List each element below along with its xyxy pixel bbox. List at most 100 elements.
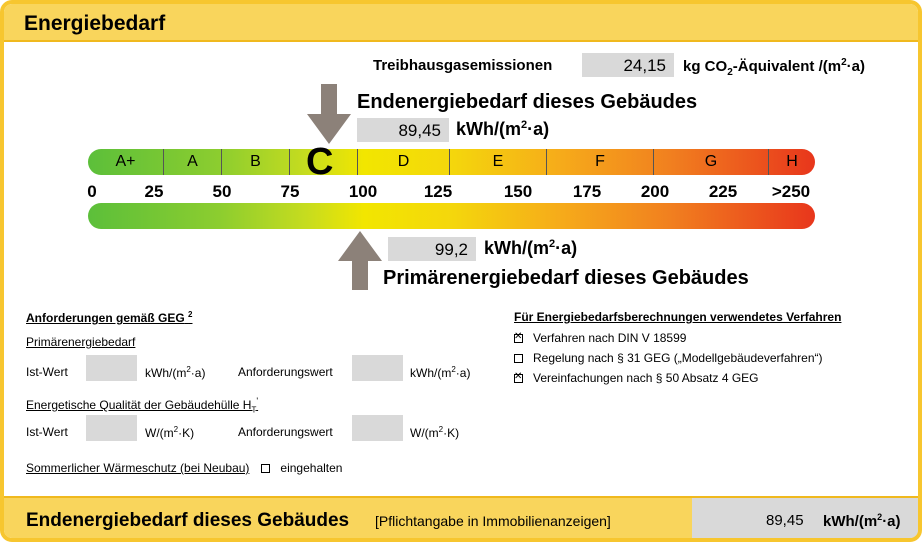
ghg-unit-end: ·a) [846, 58, 865, 75]
method-checkbox-modell[interactable] [514, 354, 523, 363]
footer-unit-end: ·a) [882, 513, 901, 530]
primary-energy-heading: Primärenergiebedarf dieses Gebäudes [383, 267, 749, 289]
footer-note: [Pflichtangabe in Immobilienanzeigen] [375, 513, 611, 529]
ghg-unit-sup: 2 [841, 57, 847, 68]
primary-energy-arrow-icon [338, 231, 382, 290]
footer-value: 89,45 [766, 512, 804, 529]
requirements-title: Anforderungen gemäß GEG 2 [26, 310, 192, 325]
summer-protection-row: Sommerlicher Wärmeschutz (bei Neubau) ein… [26, 461, 342, 475]
footer-unit-main: kWh/(m [823, 513, 878, 530]
envelope-label-text: Energetische Qualität der Gebäudehülle H [26, 398, 252, 412]
method-item: Regelung nach § 31 GEG („Modellgebäudeve… [514, 351, 823, 365]
envelope-anf-label: Anforderungswert [238, 425, 333, 439]
efficiency-class-bar: A+ A B D E F G H [88, 149, 815, 175]
summer-protection-checkbox[interactable] [261, 464, 271, 473]
primary-energy-value: 99,2 [434, 240, 468, 259]
primary-ist-field[interactable] [86, 355, 137, 381]
method-item-label: Regelung nach § 31 GEG („Modellgebäudeve… [533, 351, 823, 365]
primary-energy-unit-end: ·a) [555, 238, 578, 258]
tick-label: 125 [423, 182, 453, 201]
summer-protection-label: Sommerlicher Wärmeschutz (bei Neubau) [26, 461, 250, 475]
method-item-label: Verfahren nach DIN V 18599 [533, 331, 687, 345]
method-item: Verfahren nach DIN V 18599 [514, 331, 686, 345]
footer-unit-sup: 2 [877, 512, 883, 522]
class-a-plus: A+ [115, 153, 136, 170]
primary-anf-unit: kWh/(m2·a) [410, 365, 470, 380]
end-energy-unit-main: kWh/(m [456, 119, 521, 139]
requirements-title-sup: 2 [188, 310, 193, 319]
requirements-title-text: Anforderungen gemäß GEG [26, 311, 185, 325]
class-c-cell [289, 149, 357, 175]
envelope-ist-field[interactable] [86, 415, 137, 441]
method-item: Vereinfachungen nach § 50 Absatz 4 GEG [514, 371, 759, 385]
primary-energy-bar [88, 203, 815, 229]
primary-anf-unit-main: kWh/(m [410, 366, 452, 380]
envelope-anf-unit-sup: 2 [438, 425, 444, 434]
class-d: D [357, 149, 449, 175]
class-a: A [163, 149, 221, 175]
tick-label: 200 [640, 182, 670, 201]
ghg-unit-suffix: -Äquivalent /(m [732, 58, 842, 75]
header-bar: Energiebedarf [4, 4, 918, 42]
envelope-ist-unit-main: W/(m [145, 426, 174, 440]
ghg-unit-sub: 2 [727, 67, 733, 78]
current-class-letter: C [306, 141, 334, 183]
footer-unit: kWh/(m2·a) [823, 512, 901, 530]
primary-anf-unit-end: ·a) [455, 366, 471, 380]
ghg-unit: kg CO2-Äquivalent /(m2·a) [683, 57, 865, 78]
primary-energy-unit: kWh/(m2·a) [484, 238, 577, 259]
tick-label: 0 [87, 182, 97, 201]
end-energy-value: 89,45 [398, 121, 441, 140]
tick-label: 225 [708, 182, 738, 201]
envelope-anf-unit-main: W/(m [410, 426, 439, 440]
envelope-ist-unit-sup: 2 [173, 425, 179, 434]
method-checkbox-vereinfachung[interactable] [514, 371, 523, 383]
class-h: H [768, 149, 815, 175]
envelope-ist-unit-end: ·K) [178, 426, 195, 440]
primary-requirements-label: Primärenergiebedarf [26, 335, 136, 349]
ghg-unit-prefix: kg CO [683, 58, 728, 75]
ghg-value-box [582, 53, 674, 77]
envelope-ist-label: Ist-Wert [26, 425, 68, 439]
tick-label: 175 [572, 182, 602, 201]
envelope-ist-unit: W/(m2·K) [145, 425, 194, 440]
end-energy-unit-end: ·a) [527, 119, 550, 139]
class-g: G [653, 149, 768, 175]
method-checkbox-din[interactable] [514, 331, 523, 343]
tick-label: 50 [212, 182, 232, 201]
primary-anf-field[interactable] [352, 355, 403, 381]
ghg-label: Treibhausgasemissionen [373, 57, 553, 74]
method-item-label: Vereinfachungen nach § 50 Absatz 4 GEG [533, 371, 759, 385]
primary-ist-unit-main: kWh/(m [145, 366, 187, 380]
end-energy-heading: Endenergiebedarf dieses Gebäudes [357, 91, 698, 113]
primary-energy-unit-sup: 2 [549, 238, 556, 250]
footer-label: Endenergiebedarf dieses Gebäudes [26, 510, 350, 531]
class-b: B [221, 149, 289, 175]
primary-anf-label: Anforderungswert [238, 365, 333, 379]
method-title: Für Energiebedarfsberechnungen verwendet… [514, 310, 842, 324]
summer-protection-check-label: eingehalten [280, 461, 343, 475]
primary-anf-unit-sup: 2 [451, 365, 456, 374]
envelope-anf-field[interactable] [352, 415, 403, 441]
envelope-label: Energetische Qualität der Gebäudehülle H… [26, 396, 258, 414]
tick-label: 25 [144, 182, 164, 201]
tick-label: 150 [503, 182, 533, 201]
class-f: F [546, 149, 653, 175]
tick-label: 75 [280, 182, 300, 201]
end-energy-value-box [357, 118, 449, 142]
end-energy-arrow-icon [307, 84, 351, 144]
primary-energy-unit-main: kWh/(m [484, 238, 549, 258]
class-e: E [449, 149, 546, 175]
primary-energy-value-box [388, 237, 476, 261]
primary-ist-unit-sup: 2 [186, 365, 191, 374]
primary-ist-unit: kWh/(m2·a) [145, 365, 205, 380]
end-energy-unit-sup: 2 [521, 119, 528, 131]
envelope-anf-unit-end: ·K) [443, 426, 460, 440]
primary-ist-label: Ist-Wert [26, 365, 68, 379]
footer-value-box [692, 498, 918, 538]
tick-label: 100 [348, 182, 378, 201]
tick-label: >250 [771, 182, 811, 201]
envelope-label-sup: ' [256, 396, 259, 406]
envelope-label-sub: T [251, 405, 257, 415]
